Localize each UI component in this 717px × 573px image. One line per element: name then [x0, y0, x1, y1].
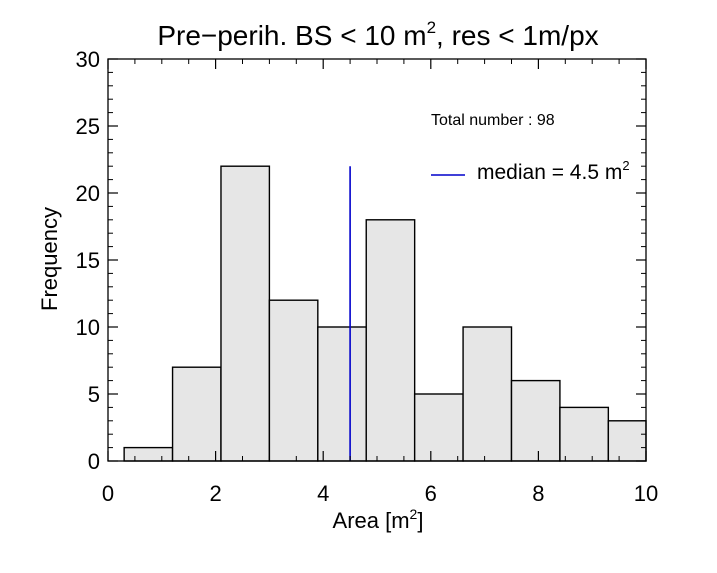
x-axis-label-superscript: 2: [410, 506, 418, 522]
x-tick-label: 2: [209, 481, 221, 506]
histogram-bar-1: [123, 446, 174, 462]
chart-title-superscript: 2: [427, 18, 436, 37]
chart-title-suffix: , res < 1m/px: [436, 20, 599, 51]
x-tick-label: 10: [634, 481, 658, 506]
histogram-bar-2: [171, 366, 222, 462]
y-axis-label: Frequency: [37, 207, 62, 311]
y-tick-label: 30: [76, 47, 100, 72]
histogram-bar-7: [413, 393, 464, 462]
y-tick-label: 20: [76, 181, 100, 206]
bars-group: [123, 165, 647, 462]
histogram-bar-8: [462, 326, 513, 462]
y-tick-label: 10: [76, 315, 100, 340]
legend-median-superscript: 2: [622, 158, 629, 173]
y-tick-label: 0: [88, 449, 100, 474]
x-tick-label: 0: [102, 481, 114, 506]
histogram-bar-11: [607, 420, 647, 462]
histogram-bar-9: [510, 379, 561, 462]
chart-title: Pre−perih. BS < 10 m2, res < 1m/px: [157, 18, 598, 51]
legend-median-text: median = 4.5 m: [477, 161, 622, 184]
x-tick-label: 4: [317, 481, 329, 506]
histogram-bar-4: [268, 299, 319, 462]
histogram-bar-3: [220, 165, 271, 462]
y-tick-label: 5: [88, 382, 100, 407]
histogram-bar-6: [365, 219, 416, 462]
legend-median-label: median = 4.5 m2: [477, 158, 630, 184]
x-axis-label: Area [m2]: [333, 506, 424, 533]
axis-ticks: 0 2 4 6 8 10 0 5 10 15 20 25 30: [76, 47, 659, 506]
y-tick-label: 25: [76, 114, 100, 139]
chart-title-main: Pre−perih. BS < 10 m: [157, 20, 426, 51]
x-axis-label-main: Area [m: [333, 508, 410, 533]
histogram-bar-10: [559, 406, 610, 462]
x-tick-label: 6: [425, 481, 437, 506]
total-number-annotation: Total number : 98: [431, 112, 555, 129]
y-tick-label: 15: [76, 248, 100, 273]
histogram-bar-5: [317, 326, 367, 462]
x-axis-label-suffix: ]: [417, 508, 423, 533]
x-tick-label: 8: [532, 481, 544, 506]
